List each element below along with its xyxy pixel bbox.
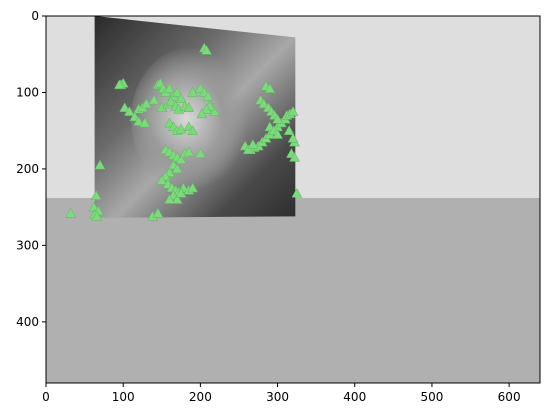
- y-tick-label: 100: [16, 85, 39, 99]
- data-point-marker: [148, 94, 160, 105]
- data-point-marker: [171, 163, 183, 174]
- data-point-marker: [183, 102, 195, 112]
- x-tick-label: 300: [266, 390, 289, 404]
- background-lower: [46, 197, 540, 383]
- data-point-marker: [242, 144, 254, 155]
- data-point-marker: [201, 44, 212, 55]
- data-point-marker: [287, 106, 299, 116]
- y-axis: 0 100 200 300 400: [16, 9, 46, 329]
- data-point-marker: [258, 98, 270, 109]
- data-point-marker: [91, 210, 103, 221]
- data-point-marker: [183, 146, 195, 157]
- data-point-marker: [247, 138, 259, 149]
- data-point-marker: [65, 207, 77, 218]
- data-point-marker: [139, 117, 151, 128]
- data-point-marker: [291, 187, 303, 198]
- data-point-marker: [175, 154, 187, 164]
- data-point-marker: [175, 187, 187, 198]
- data-point-marker: [113, 79, 125, 90]
- data-point-marker: [133, 115, 145, 126]
- x-tick-label: 500: [420, 390, 443, 404]
- x-tick-label: 600: [498, 390, 521, 404]
- y-tick-label: 400: [16, 315, 39, 329]
- data-point-marker: [175, 93, 187, 103]
- data-point-marker: [202, 90, 214, 101]
- data-point-marker: [201, 103, 212, 114]
- data-point-marker: [94, 159, 106, 170]
- y-tick-label: 0: [31, 9, 39, 23]
- data-point-marker: [171, 86, 183, 97]
- data-point-marker: [152, 207, 164, 218]
- data-point-marker: [90, 190, 102, 200]
- data-point-marker: [272, 128, 283, 139]
- x-tick-label: 100: [112, 390, 135, 404]
- data-point-marker: [194, 148, 206, 158]
- data-point-marker: [187, 182, 199, 193]
- data-point-marker: [165, 96, 177, 106]
- data-point-marker: [264, 83, 276, 93]
- x-tick-label: 200: [189, 390, 212, 404]
- data-point-marker: [164, 83, 175, 93]
- data-point-marker: [187, 86, 199, 97]
- y-tick-label: 300: [16, 238, 39, 252]
- data-point-marker: [287, 132, 299, 143]
- data-point-marker: [123, 106, 135, 116]
- data-point-marker: [289, 151, 300, 162]
- data-point-marker: [187, 125, 199, 135]
- data-point-marker: [196, 108, 208, 119]
- scatter-markers: [65, 42, 303, 221]
- data-point-marker: [119, 102, 131, 112]
- data-point-marker: [164, 193, 175, 204]
- data-point-marker: [283, 125, 295, 135]
- plot-area: [45, 15, 541, 384]
- x-tick-label: 400: [343, 390, 366, 404]
- axes-frame: [45, 15, 541, 384]
- y-tick-label: 200: [16, 162, 39, 176]
- data-point-marker: [140, 98, 152, 109]
- portrait-face: [130, 46, 255, 192]
- data-point-marker: [156, 174, 168, 185]
- data-point-marker: [171, 193, 183, 204]
- x-tick-label: 0: [42, 390, 50, 404]
- data-point-marker: [272, 113, 283, 124]
- x-axis: 0 100 200 300 400 500 600: [42, 383, 521, 404]
